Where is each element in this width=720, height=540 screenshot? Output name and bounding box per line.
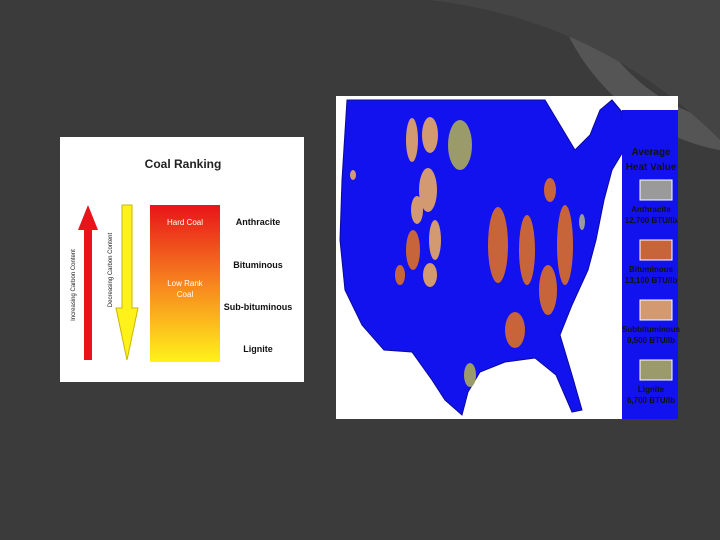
yellow-arrow	[115, 204, 139, 361]
legend: Anthracite 12,700 BTU/lb Bituminous 13,100 …	[622, 179, 681, 405]
image-title: Coal Ranking	[145, 157, 222, 171]
red-arrow	[78, 205, 98, 360]
legend-swatch	[639, 359, 673, 381]
legend-name: Lignite	[638, 385, 665, 394]
legend-title: Average	[631, 147, 671, 158]
subbituminous-regions	[350, 117, 441, 287]
background-swoosh	[430, 0, 720, 140]
coal-ranking-image: Coal Ranking Increasing Carbon Content D…	[60, 137, 304, 382]
legend-swatch	[639, 239, 673, 261]
low-rank-label: Low Rank	[167, 279, 204, 288]
low-rank-label: Coal	[177, 290, 194, 299]
rank-label: Bituminous	[233, 260, 283, 270]
rank-label: Anthracite	[236, 217, 281, 227]
legend-value: 9,500 BTU/lb	[627, 336, 675, 345]
legend-name: Anthracite	[631, 205, 671, 214]
legend-name: Bituminous	[629, 265, 674, 274]
arrow-label: Increasing Carbon Content	[71, 249, 77, 321]
bituminous-regions	[395, 178, 573, 348]
arrow-label: Decreasing Carbon Content	[108, 232, 114, 307]
legend-value: 12,700 BTU/lb	[625, 216, 678, 225]
hard-coal-label: Hard Coal	[167, 218, 203, 227]
legend-name: Subbituminous	[622, 325, 681, 334]
coal-map-image: Average Heat Value Anthracite 12,700 BTU/…	[336, 96, 681, 419]
us-map	[339, 99, 625, 416]
legend-title: Heat Value	[626, 162, 677, 173]
legend-swatch	[639, 179, 673, 201]
rank-gradient	[150, 205, 220, 362]
anthracite-region	[579, 214, 585, 230]
rank-label: Sub-bituminous	[224, 302, 293, 312]
legend-swatch	[639, 299, 673, 321]
legend-value: 13,100 BTU/lb	[625, 276, 678, 285]
lignite-regions	[448, 120, 476, 387]
rank-label: Lignite	[243, 344, 273, 354]
legend-value: 6,700 BTU/lb	[627, 396, 675, 405]
